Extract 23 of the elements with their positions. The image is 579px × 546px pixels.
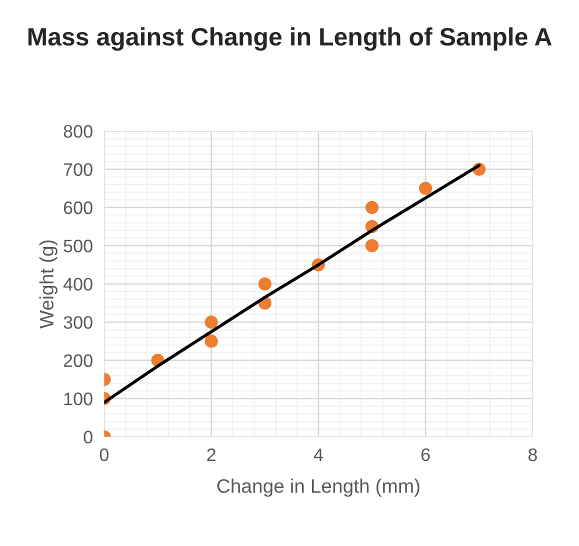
- y-tick-label: 400: [63, 278, 92, 291]
- point: [365, 200, 379, 214]
- y-tick-label: 500: [64, 240, 92, 252]
- y-tick-label: 200: [64, 354, 92, 368]
- y-axis-title: Weight (g): [39, 240, 58, 329]
- point: [258, 277, 272, 291]
- x-axis-title: Change in Length (mm): [217, 478, 420, 497]
- x-tick-label: 0: [100, 448, 109, 462]
- point: [204, 334, 218, 348]
- y-tick-label: 600: [64, 201, 92, 214]
- point: [365, 239, 379, 252]
- y-tick-label: 700: [64, 163, 92, 176]
- x-tick-label: 2: [207, 448, 216, 461]
- y-tick-label: 300: [64, 316, 92, 329]
- x-tick-label: 4: [314, 448, 323, 461]
- x-tick-label: 8: [528, 448, 537, 462]
- point: [204, 316, 218, 329]
- y-tick-label: 0: [84, 430, 92, 444]
- y-tick-label: 800: [64, 124, 92, 138]
- chart-title: Mass against Change in Length of Sample A: [28, 27, 552, 51]
- point: [418, 182, 432, 195]
- y-tick-label: 100: [64, 392, 92, 406]
- x-tick-label: 6: [421, 448, 430, 462]
